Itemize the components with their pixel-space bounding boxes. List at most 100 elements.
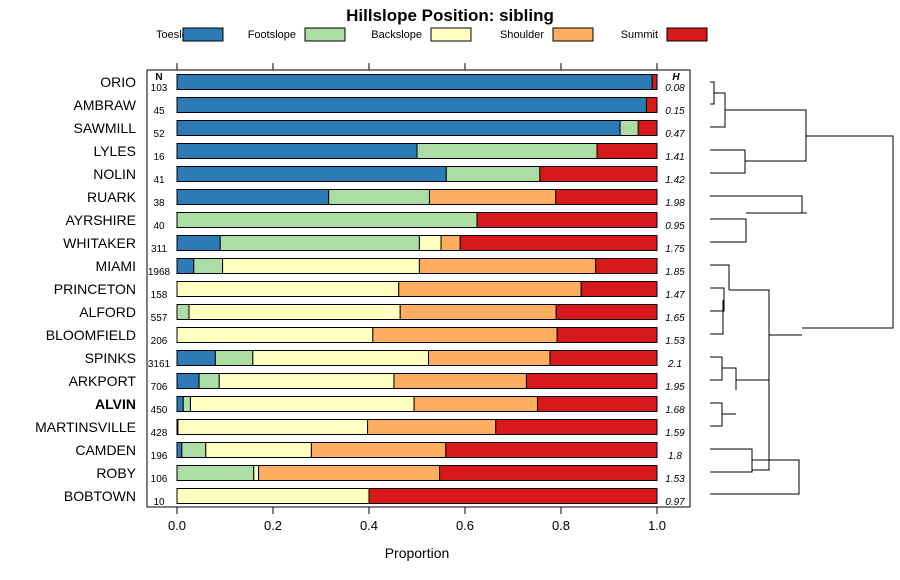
x-tick-label: 0.6 <box>456 518 474 533</box>
row-h-value: 1.47 <box>665 290 685 301</box>
bar-segment-backslope <box>176 488 370 504</box>
row-label: WHITAKER <box>63 235 136 251</box>
h-column-header: H <box>672 72 680 83</box>
bar-segment-summit <box>645 97 658 113</box>
row-label: MIAMI <box>96 258 136 274</box>
row-label: BLOOMFIELD <box>46 327 136 343</box>
bar-segment-footslope <box>193 258 224 274</box>
bar-row-orio: ORIO 103 0.08 <box>100 74 685 94</box>
legend-swatch-summit <box>666 27 708 42</box>
legend-label-summit: Summit <box>621 29 658 41</box>
row-label: SPINKS <box>85 350 136 366</box>
dendrogram-branch <box>710 448 753 473</box>
row-label: RUARK <box>87 189 137 205</box>
row-label: PRINCETON <box>54 281 136 297</box>
bar-segment-toeslope <box>176 166 447 182</box>
row-label: LYLES <box>93 143 136 159</box>
bar-rows: ORIO 103 0.08 AMBRAW 45 0.15 SAWMILL 52 0.47 LYLE… <box>35 74 685 508</box>
bar-row-whitaker: WHITAKER 311 1.75 <box>63 235 685 255</box>
bar-segment-shoulder <box>258 465 441 481</box>
x-axis: 0.0 0.2 0.4 0.6 0.8 1.0 <box>168 507 666 533</box>
bar-segment-footslope <box>219 235 420 251</box>
row-h-value: 1.53 <box>665 474 685 485</box>
bar-row-lyles: LYLES 16 1.41 <box>93 143 685 163</box>
bar-row-spinks: SPINKS 3161 2.1 <box>85 350 682 370</box>
bar-segment-toeslope <box>176 350 216 366</box>
plot-frame <box>146 69 691 508</box>
row-n-value: 52 <box>153 129 165 140</box>
row-n-value: 3161 <box>148 359 171 370</box>
row-label: AYRSHIRE <box>65 212 136 228</box>
bar-segment-footslope <box>181 442 207 458</box>
row-n-value: 16 <box>153 152 165 163</box>
bar-segment-footslope <box>619 120 639 136</box>
bar-row-ambraw: AMBRAW 45 0.15 <box>74 97 685 117</box>
x-tick-label: 0.4 <box>360 518 378 533</box>
bar-segment-shoulder <box>372 327 558 343</box>
bar-segment-toeslope <box>176 143 418 159</box>
bar-segment-toeslope <box>176 373 200 389</box>
row-label: AMBRAW <box>74 97 137 113</box>
bar-row-camden: CAMDEN 196 1.8 <box>75 442 682 462</box>
row-n-value: 10 <box>153 497 165 508</box>
row-label: ALVIN <box>95 396 136 412</box>
row-h-value: 0.47 <box>665 129 685 140</box>
bar-segment-summit <box>368 488 658 504</box>
legend-swatch-shoulder <box>552 27 594 42</box>
bar-segment-footslope <box>182 396 191 412</box>
row-label: ARKPORT <box>69 373 137 389</box>
row-n-value: 557 <box>151 313 168 324</box>
bar-segment-summit <box>536 396 658 412</box>
n-column-header: N <box>155 72 162 83</box>
row-h-value: 1.98 <box>665 198 685 209</box>
row-n-value: 1968 <box>148 267 171 278</box>
row-h-value: 0.97 <box>665 497 685 508</box>
row-h-value: 1.85 <box>665 267 685 278</box>
bar-segment-toeslope <box>176 189 330 205</box>
row-h-value: 1.75 <box>665 244 685 255</box>
row-h-value: 0.15 <box>665 106 685 117</box>
bar-segment-shoulder <box>413 396 538 412</box>
bar-segment-toeslope <box>176 74 653 90</box>
bar-segment-footslope <box>214 350 254 366</box>
bar-segment-shoulder <box>440 235 461 251</box>
legend-swatch-footslope <box>304 27 346 42</box>
bar-segment-toeslope <box>176 396 184 412</box>
bar-segment-backslope <box>177 419 369 435</box>
bar-segment-shoulder <box>393 373 527 389</box>
legend-label-shoulder: Shoulder <box>500 29 544 41</box>
row-n-value: 40 <box>153 221 165 232</box>
row-h-value: 1.95 <box>665 382 685 393</box>
bar-segment-summit <box>596 143 658 159</box>
bar-segment-shoulder <box>428 189 557 205</box>
bar-segment-shoulder <box>310 442 447 458</box>
dendrogram-branch <box>722 367 737 390</box>
dendrogram-branch <box>710 264 730 290</box>
row-n-value: 311 <box>151 244 167 255</box>
row-h-value: 1.59 <box>665 428 685 439</box>
row-label: BOBTOWN <box>64 488 136 504</box>
bar-segment-toeslope <box>176 120 621 136</box>
bar-segment-summit <box>476 212 658 228</box>
row-label: ORIO <box>100 74 136 90</box>
row-label: ROBY <box>96 465 136 481</box>
bar-segment-summit <box>459 235 658 251</box>
bar-segment-summit <box>555 189 658 205</box>
bar-row-roby: ROBY 106 1.53 <box>96 465 685 485</box>
bar-segment-summit <box>525 373 658 389</box>
bar-segment-summit <box>539 166 658 182</box>
bar-segment-summit <box>439 465 658 481</box>
dendrogram-branch <box>710 149 746 174</box>
x-tick-label: 0.8 <box>552 518 570 533</box>
row-n-value: 428 <box>151 428 168 439</box>
bar-segment-toeslope <box>176 442 183 458</box>
row-n-value: 450 <box>151 405 168 416</box>
row-label: ALFORD <box>79 304 136 320</box>
row-n-value: 106 <box>151 474 168 485</box>
dendrogram-branch <box>710 356 723 381</box>
bar-segment-summit <box>556 327 658 343</box>
row-n-value: 45 <box>153 106 165 117</box>
bar-segment-shoulder <box>428 350 551 366</box>
legend: Toeslope Footslope Backslope Shoulder Summit <box>156 27 708 42</box>
dendrogram <box>710 81 894 495</box>
